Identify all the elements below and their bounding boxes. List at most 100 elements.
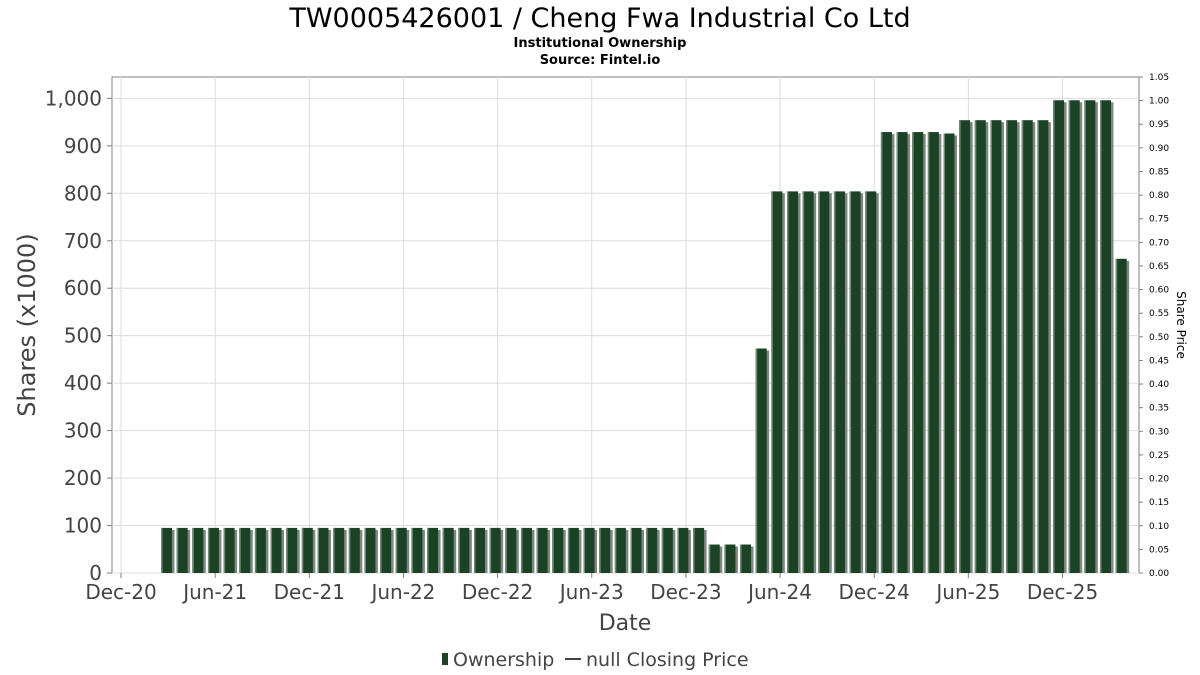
bar-highlight bbox=[990, 120, 992, 573]
ownership-bar bbox=[1021, 120, 1033, 573]
bar-group bbox=[740, 544, 754, 573]
x-tick-label: Jun-22 bbox=[369, 580, 435, 604]
bar-group bbox=[317, 527, 331, 573]
y2-tick-label: 0.30 bbox=[1149, 427, 1169, 437]
ownership-bar bbox=[395, 527, 407, 573]
x-tick-label: Dec-20 bbox=[85, 580, 156, 604]
bar-group bbox=[333, 527, 347, 573]
ownership-bar bbox=[630, 527, 642, 573]
bar-highlight bbox=[520, 527, 523, 573]
ownership-bar bbox=[348, 527, 360, 573]
bar-group bbox=[207, 527, 222, 573]
bar-group bbox=[880, 132, 895, 573]
chart-title: TW0005426001 / Cheng Fwa Industrial Co L… bbox=[288, 3, 910, 34]
y2-tick-label: 1.05 bbox=[1149, 73, 1169, 83]
bar-group bbox=[1006, 120, 1020, 573]
bar-group bbox=[661, 527, 676, 573]
bar-group bbox=[599, 527, 613, 573]
ownership-bar bbox=[990, 120, 1002, 573]
bar-group bbox=[646, 527, 660, 573]
ownership-bar bbox=[943, 133, 955, 573]
bar-group bbox=[614, 527, 629, 573]
bar-highlight bbox=[317, 527, 319, 573]
ownership-bar bbox=[380, 527, 392, 573]
y2-tick-label: 0.85 bbox=[1149, 167, 1169, 177]
bar-group bbox=[896, 132, 911, 573]
bar-highlight bbox=[880, 132, 883, 573]
bar-highlight bbox=[489, 527, 492, 573]
y-axis-left: 0 100 200 300 400 500 600 700 800 900 1,000 bbox=[45, 86, 112, 585]
ownership-bar bbox=[865, 191, 877, 573]
ownership-bar bbox=[599, 527, 611, 573]
ownership-bar bbox=[254, 527, 266, 573]
legend: Ownership null Closing Price bbox=[442, 649, 749, 671]
bar-highlight bbox=[192, 527, 194, 573]
y-tick-label: 300 bbox=[64, 419, 102, 443]
bar-highlight bbox=[442, 527, 445, 573]
bar-highlight bbox=[630, 527, 632, 573]
y2-tick-label: 0.70 bbox=[1149, 238, 1169, 248]
y2-tick-label: 1.00 bbox=[1149, 97, 1169, 107]
bar-highlight bbox=[364, 527, 366, 573]
y2-tick-label: 0.20 bbox=[1149, 475, 1169, 485]
y-tick-label: 400 bbox=[64, 371, 102, 395]
bar-highlight bbox=[536, 527, 539, 573]
ownership-bar bbox=[912, 132, 924, 573]
y2-tick-label: 0.55 bbox=[1149, 309, 1169, 319]
bar-highlight bbox=[474, 527, 476, 573]
bar-highlight bbox=[348, 527, 351, 573]
bar-highlight bbox=[833, 191, 836, 573]
bar-group bbox=[1115, 258, 1130, 573]
bar-highlight bbox=[552, 527, 554, 573]
ownership-bar bbox=[818, 191, 830, 573]
bar-group bbox=[520, 527, 535, 573]
bar-highlight bbox=[1100, 100, 1102, 573]
bar-highlight bbox=[849, 191, 852, 573]
ownership-bar bbox=[771, 191, 783, 573]
ownership-bars bbox=[161, 100, 1130, 573]
ownership-bar bbox=[959, 120, 971, 573]
bar-group bbox=[442, 527, 457, 573]
chart-subtitle: Institutional Ownership bbox=[514, 36, 687, 51]
bar-group bbox=[927, 132, 942, 573]
bar-group bbox=[1100, 100, 1114, 573]
bar-highlight bbox=[818, 191, 820, 573]
ownership-bar bbox=[1084, 100, 1096, 573]
ownership-bar bbox=[317, 527, 329, 573]
bar-highlight bbox=[583, 527, 586, 573]
bar-highlight bbox=[223, 527, 226, 573]
x-tick-label: Jun-21 bbox=[181, 580, 247, 604]
ownership-bar bbox=[161, 527, 172, 573]
bar-highlight bbox=[411, 527, 413, 573]
bar-group bbox=[1084, 100, 1098, 573]
ownership-bar bbox=[1068, 100, 1080, 573]
bar-group bbox=[677, 527, 691, 573]
bar-highlight bbox=[286, 527, 288, 573]
ownership-bar bbox=[1115, 258, 1127, 573]
bar-highlight bbox=[505, 527, 507, 573]
ownership-bar bbox=[458, 527, 470, 573]
y-tick-label: 600 bbox=[64, 276, 102, 300]
ownership-bar bbox=[614, 527, 626, 573]
x-tick-label: Dec-24 bbox=[839, 580, 910, 604]
ownership-bar bbox=[896, 132, 908, 573]
bar-highlight bbox=[1084, 100, 1086, 573]
ownership-bar bbox=[927, 132, 939, 573]
ownership-bar bbox=[1053, 100, 1065, 573]
bar-group bbox=[239, 527, 253, 573]
bar-group bbox=[301, 527, 316, 573]
bar-group bbox=[348, 527, 363, 573]
bar-highlight bbox=[646, 527, 648, 573]
bar-group bbox=[380, 527, 394, 573]
bar-group bbox=[176, 527, 191, 573]
bar-group bbox=[1021, 120, 1036, 573]
ownership-bar bbox=[239, 527, 251, 573]
y2-tick-label: 0.10 bbox=[1149, 522, 1169, 532]
bar-highlight bbox=[270, 527, 273, 573]
bar-group bbox=[833, 191, 848, 573]
bar-group bbox=[1037, 120, 1051, 573]
x-axis: Dec-20 Jun-21 Dec-21 Jun-22 Dec-22 Jun-23 Dec-… bbox=[85, 573, 1098, 604]
bar-group bbox=[755, 348, 770, 573]
ownership-bar bbox=[708, 544, 720, 573]
chart-source: Source: Fintel.io bbox=[540, 53, 661, 68]
